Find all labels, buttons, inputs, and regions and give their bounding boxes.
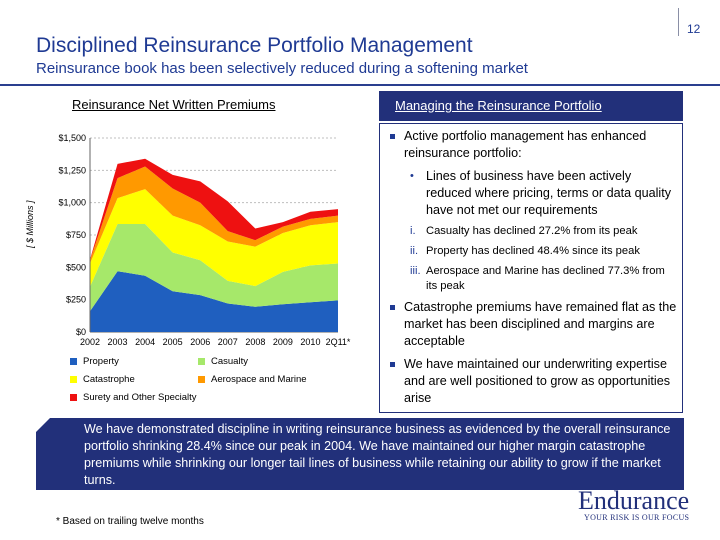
legend-item: Surety and Other Specialty [70,392,197,403]
y-tick-label: $1,250 [58,165,86,175]
bullet-catastrophe: Catastrophe premiums have remained flat … [380,299,682,350]
footnote: * Based on trailing twelve months [56,516,204,527]
y-tick-label: $250 [66,295,86,305]
x-tick-label: 2004 [135,337,155,347]
summary-banner: We have demonstrated discipline in writi… [36,418,684,490]
legend-label: Catastrophe [83,374,135,385]
page-title: Disciplined Reinsurance Portfolio Manage… [36,34,473,57]
panel-body: Active portfolio management has enhanced… [379,123,683,413]
legend-swatch [198,357,205,365]
x-tick-label: 2002 [80,337,100,347]
area-property [90,271,338,332]
panel-header: Managing the Reinsurance Portfolio [379,91,683,121]
x-tick-label: 2Q11* [326,337,351,347]
legend-label: Property [83,356,119,367]
x-tick-label: 2003 [108,337,128,347]
legend-item: Aerospace and Marine [198,374,307,385]
legend-swatch [198,375,205,383]
area-catastrophe [90,189,338,287]
list-item: ii. Property has declined 48.4% since its… [410,245,640,257]
legend-swatch [70,393,77,401]
page-subtitle: Reinsurance book has been selectively re… [36,60,528,77]
legend-label: Casualty [211,356,248,367]
area-aerospace-and-marine [90,166,338,264]
legend-swatch [70,375,77,383]
x-tick-label: 2010 [300,337,320,347]
legend-swatch [70,357,77,365]
bullet-portfolio-management: Active portfolio management has enhanced… [380,128,682,162]
list-item: i. Casualty has declined 27.2% from its p… [410,225,638,237]
legend-item: Catastrophe [70,374,135,385]
company-tagline: YOUR RISK IS OUR FOCUS [584,513,690,522]
summary-text: We have demonstrated discipline in writi… [84,422,671,487]
y-tick-label: $0 [76,327,86,337]
y-tick-label: $1,500 [58,133,86,143]
page-number: 12 [678,8,708,36]
area-casualty [90,224,338,312]
legend-label: Surety and Other Specialty [83,392,197,403]
area-surety-and-other-specialty [90,158,338,261]
y-tick-label: $500 [66,262,86,272]
x-tick-label: 2007 [218,337,238,347]
y-tick-label: $1,000 [58,198,86,208]
legend-item: Property [70,356,119,367]
x-tick-label: 2005 [163,337,183,347]
chart-title: Reinsurance Net Written Premiums [72,97,276,112]
legend-label: Aerospace and Marine [211,374,307,385]
company-logo: Endurance [578,486,690,515]
sub-bullet-lines-reduced: Lines of business have been actively red… [380,168,682,219]
header-divider [0,84,720,86]
x-tick-label: 2009 [273,337,293,347]
banner-notch [36,418,50,432]
x-tick-label: 2006 [190,337,210,347]
chart-legend: Property Casualty Catastrophe Aerospace and… [70,356,370,416]
bullet-expertise: We have maintained our underwriting expe… [380,356,682,407]
chart: $0 $250 $500 $750 $1,000 $1,250 $1,500 2002 2003… [58,133,351,347]
x-tick-label: 2008 [245,337,265,347]
y-tick-label: $750 [66,230,86,240]
list-item: iii. Aerospace and Marine has declined 77… [410,265,665,292]
legend-item: Casualty [198,356,248,367]
